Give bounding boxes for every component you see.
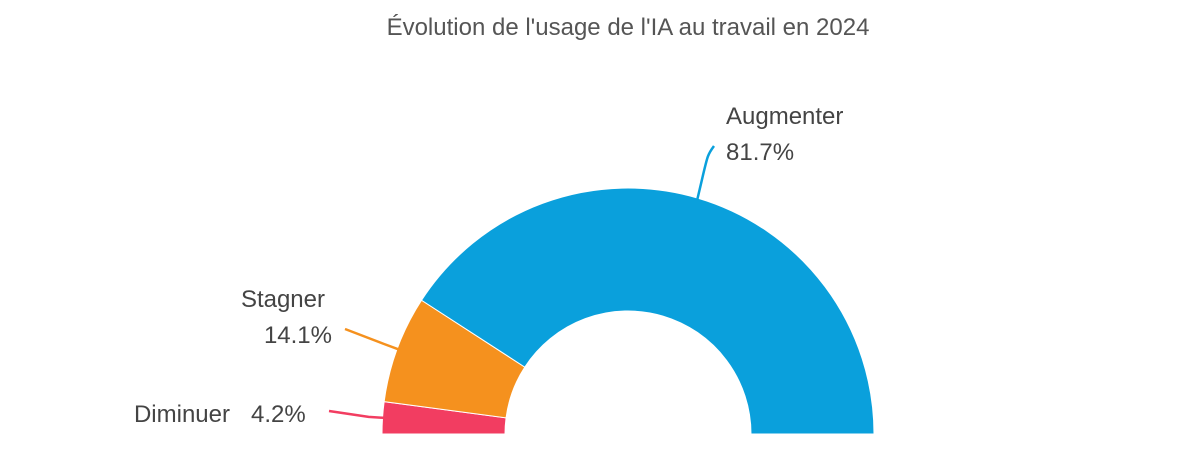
connectors-group	[328, 145, 716, 420]
slice-name-stagner: Stagner	[241, 286, 325, 313]
slices-group	[381, 187, 875, 435]
slice-augmenter[interactable]	[420, 187, 875, 435]
labels-group: Diminuer 4.2% Stagner 14.1% Augmenter 81.7%	[134, 103, 843, 428]
slice-value-stagner: 14.1%	[264, 322, 332, 349]
slice-name-diminuer: Diminuer	[134, 401, 230, 428]
chart-title: Évolution de l'usage de l'IA au travail …	[387, 14, 870, 41]
slice-name-augmenter: Augmenter	[726, 103, 843, 130]
connector-stagner	[344, 327, 400, 351]
slice-value-augmenter: 81.7%	[726, 139, 794, 166]
connector-augmenter	[695, 145, 716, 201]
slice-value-diminuer: 4.2%	[251, 401, 306, 428]
connector-diminuer	[328, 409, 385, 420]
